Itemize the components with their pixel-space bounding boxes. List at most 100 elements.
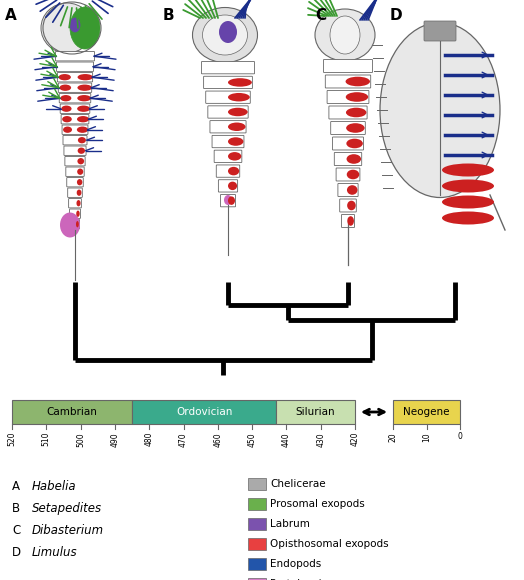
Ellipse shape [347,170,359,179]
Text: Cambrian: Cambrian [47,407,97,417]
Ellipse shape [78,158,84,164]
FancyBboxPatch shape [64,146,86,155]
Ellipse shape [76,221,79,227]
Text: Pretelsonic processes: Pretelsonic processes [270,579,383,580]
Text: 430: 430 [316,432,325,447]
Ellipse shape [41,3,93,53]
Ellipse shape [78,74,93,81]
Text: 520: 520 [7,432,16,447]
FancyBboxPatch shape [338,183,358,197]
FancyBboxPatch shape [248,538,266,550]
FancyBboxPatch shape [62,125,88,135]
Ellipse shape [345,77,370,86]
Ellipse shape [228,137,244,146]
Ellipse shape [60,212,80,237]
Ellipse shape [77,126,88,133]
Text: C: C [315,8,326,23]
FancyBboxPatch shape [208,106,248,118]
FancyBboxPatch shape [67,177,83,187]
Ellipse shape [228,108,248,116]
FancyBboxPatch shape [340,199,356,212]
FancyBboxPatch shape [204,77,253,89]
FancyBboxPatch shape [336,168,360,181]
Ellipse shape [228,182,237,190]
Ellipse shape [77,169,83,175]
Text: Ordovician: Ordovician [176,407,232,417]
FancyBboxPatch shape [63,136,87,145]
Text: Neogene: Neogene [403,407,450,417]
Text: 460: 460 [213,432,222,447]
Ellipse shape [442,195,494,208]
FancyBboxPatch shape [216,165,239,177]
Ellipse shape [219,21,237,43]
FancyBboxPatch shape [59,93,91,103]
Ellipse shape [60,95,71,102]
Text: Opisthosomal exopods: Opisthosomal exopods [270,539,389,549]
Ellipse shape [442,179,494,193]
Ellipse shape [228,167,239,175]
Text: A: A [5,8,17,23]
Text: D: D [12,546,21,559]
Text: Labrum: Labrum [270,519,310,529]
Ellipse shape [202,15,247,55]
Ellipse shape [192,8,257,63]
FancyBboxPatch shape [65,157,85,166]
Ellipse shape [78,137,86,143]
FancyBboxPatch shape [206,91,250,103]
Text: 420: 420 [351,432,359,447]
Ellipse shape [77,200,81,206]
FancyBboxPatch shape [214,150,242,162]
FancyBboxPatch shape [61,114,89,124]
Ellipse shape [59,74,71,81]
FancyBboxPatch shape [248,578,266,580]
Text: 450: 450 [248,432,257,447]
Ellipse shape [77,179,82,186]
FancyBboxPatch shape [331,121,365,135]
Ellipse shape [70,7,100,49]
FancyBboxPatch shape [212,135,244,148]
Text: 500: 500 [76,432,85,447]
Ellipse shape [346,108,366,117]
Ellipse shape [224,195,232,205]
Text: 490: 490 [111,432,119,447]
Ellipse shape [228,78,252,86]
Text: Endopods: Endopods [270,559,321,569]
Text: Habelia: Habelia [32,480,77,493]
FancyBboxPatch shape [327,90,369,103]
FancyBboxPatch shape [248,478,266,490]
Text: C: C [12,524,20,537]
Ellipse shape [228,93,250,101]
Ellipse shape [346,154,361,164]
Ellipse shape [380,23,500,198]
FancyBboxPatch shape [342,215,355,227]
FancyBboxPatch shape [334,153,362,165]
Ellipse shape [77,95,91,102]
FancyBboxPatch shape [132,400,276,424]
FancyBboxPatch shape [56,52,94,61]
FancyBboxPatch shape [210,121,246,133]
Text: A: A [12,480,20,493]
FancyBboxPatch shape [60,104,90,114]
FancyBboxPatch shape [12,400,132,424]
Ellipse shape [62,116,72,122]
FancyBboxPatch shape [202,61,255,74]
Ellipse shape [63,126,72,133]
FancyBboxPatch shape [325,75,370,88]
Ellipse shape [330,16,360,54]
FancyBboxPatch shape [221,194,235,207]
Ellipse shape [347,185,357,195]
Text: B: B [163,8,174,23]
Ellipse shape [61,106,72,112]
FancyBboxPatch shape [71,219,80,229]
Text: 20: 20 [388,432,398,441]
Ellipse shape [346,139,363,148]
Ellipse shape [347,201,356,211]
FancyBboxPatch shape [329,106,367,119]
Ellipse shape [347,216,354,226]
Ellipse shape [77,106,90,112]
Ellipse shape [442,164,494,176]
Ellipse shape [315,9,375,61]
Text: Silurian: Silurian [296,407,335,417]
Text: Limulus: Limulus [32,546,78,559]
Text: Dibasterium: Dibasterium [32,524,104,537]
